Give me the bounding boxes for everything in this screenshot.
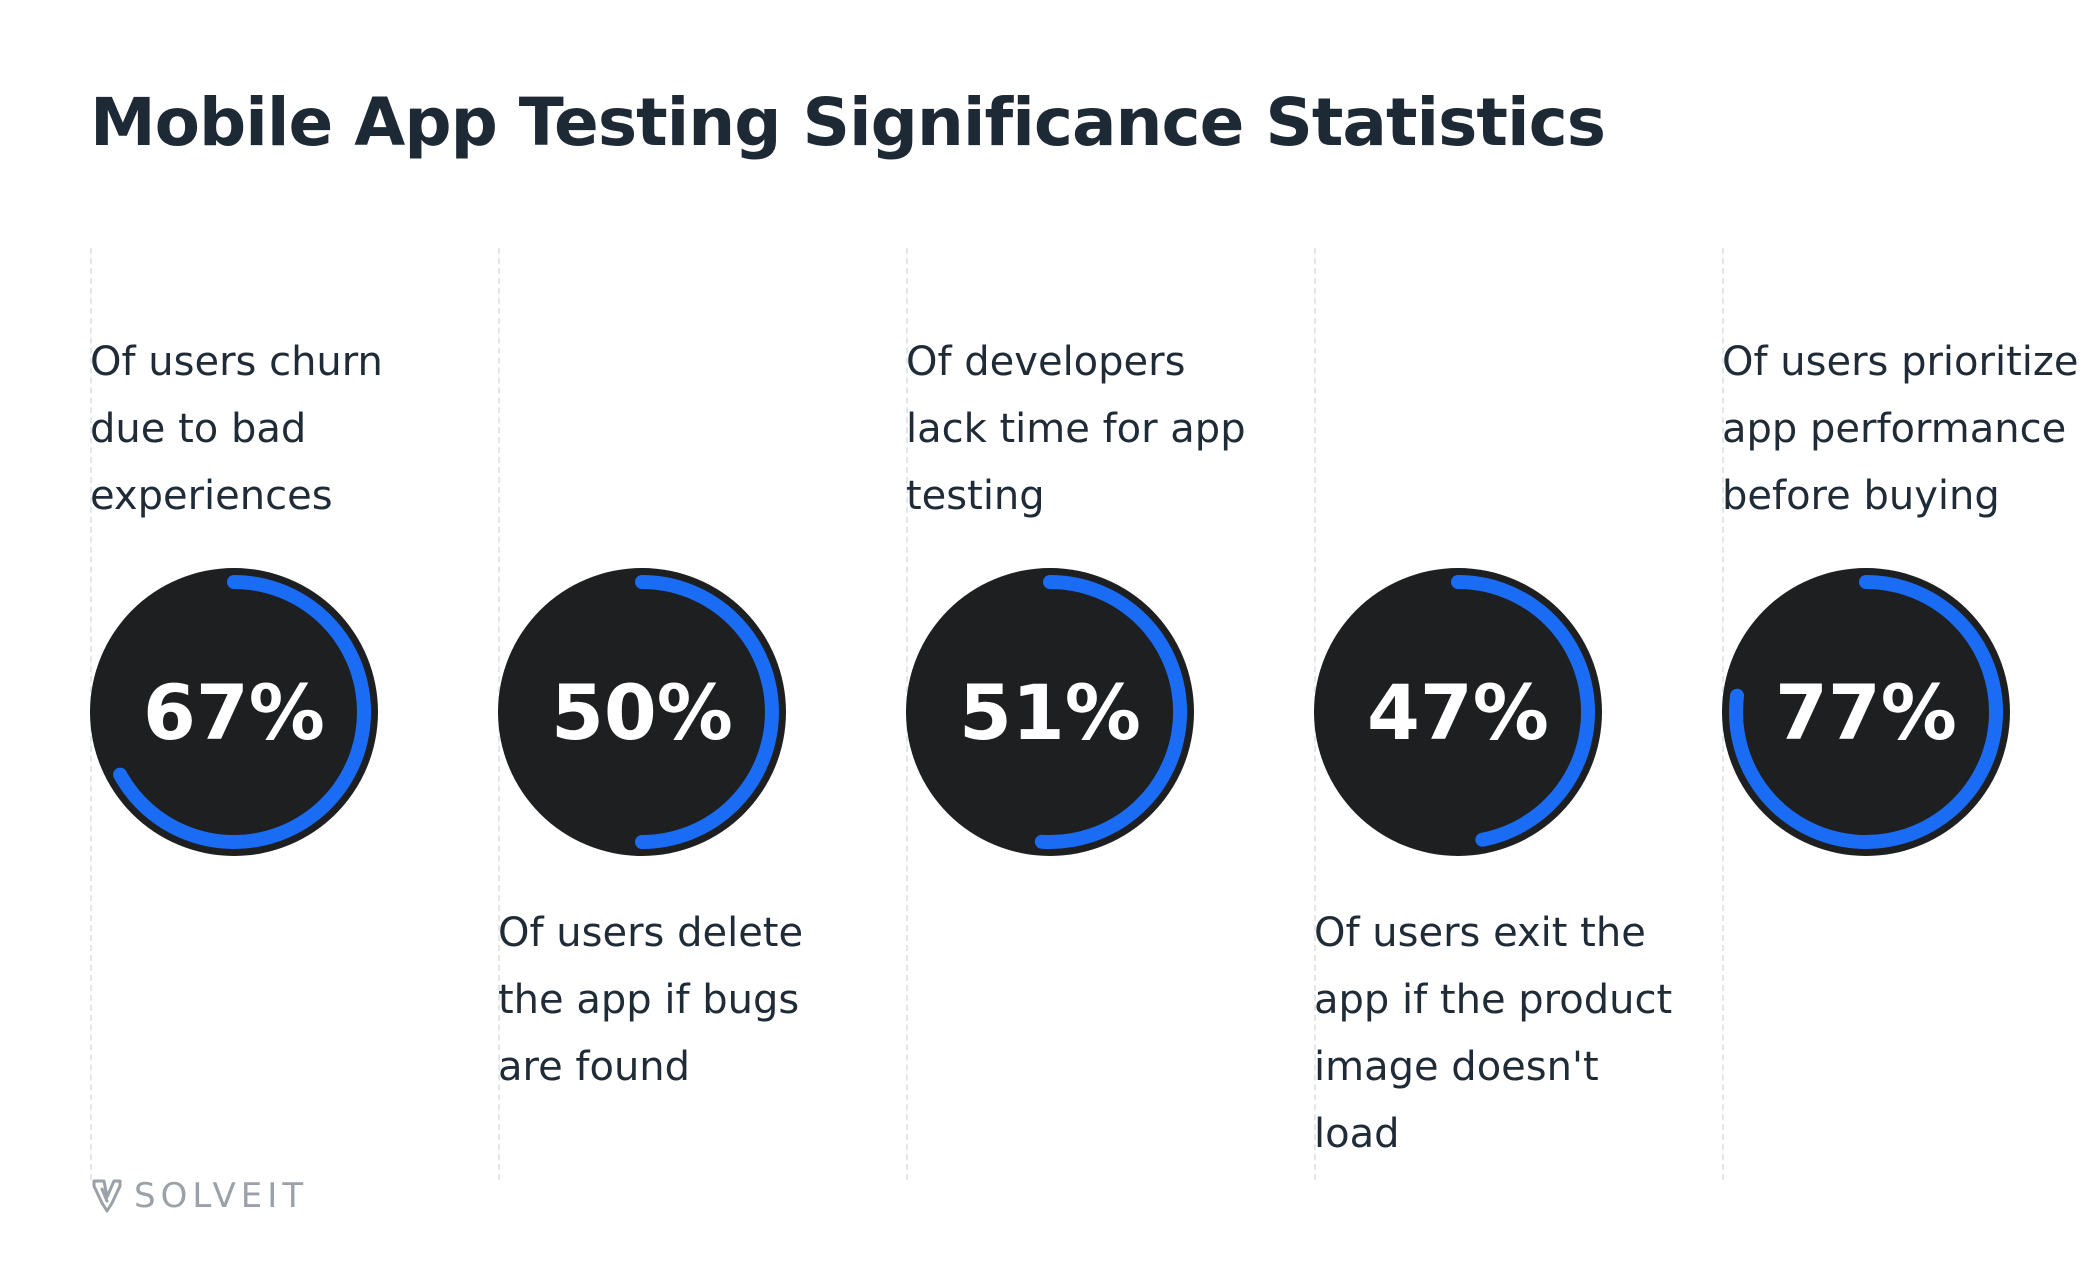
solveit-logo-icon (92, 1179, 122, 1213)
stat-description: Of users exit the app if the product ima… (1314, 910, 1673, 1157)
gauge-value-label: 51% (959, 668, 1141, 757)
stat-gauge: 50% (498, 568, 786, 856)
stat-description: Of users churn due to bad experiences (90, 339, 383, 519)
stat-description: Of users delete the app if bugs are foun… (498, 910, 804, 1090)
brand-name: SOLVEIT (134, 1176, 309, 1216)
gauge-chart: 77% (1722, 568, 2010, 856)
stat-description: Of users prioritize app performance befo… (1722, 339, 2079, 519)
stat-gauge: 51% (906, 568, 1194, 856)
gauge-value-label: 47% (1367, 668, 1549, 757)
gauge-background (498, 568, 786, 856)
page-title: Mobile App Testing Significance Statisti… (90, 84, 1606, 161)
gauge-background (906, 568, 1194, 856)
stat-gauge: 47% (1314, 568, 1602, 856)
gauge-value-label: 77% (1775, 668, 1957, 757)
gauge-chart: 50% (498, 568, 786, 856)
gauge-progress-arc (1451, 575, 1596, 847)
gauge-background (1314, 568, 1602, 856)
gauge-chart: 47% (1314, 568, 1602, 856)
stat-description: Of developers lack time for app testing (906, 339, 1246, 519)
brand-logo: SOLVEIT (90, 1176, 308, 1216)
gauge-chart: 67% (90, 568, 378, 856)
gauge-progress-arc (113, 575, 371, 849)
gauge-value-label: 50% (551, 668, 733, 757)
gauge-progress-arc (1729, 575, 2003, 849)
stat-gauge: 67% (90, 568, 378, 856)
gauge-chart: 51% (906, 568, 1194, 856)
gauge-background (90, 568, 378, 856)
gauge-value-label: 67% (143, 668, 325, 757)
gauge-background (1722, 568, 2010, 856)
stat-gauge: 77% (1722, 568, 2010, 856)
gauge-progress-arc (1034, 575, 1187, 849)
gauge-progress-arc (635, 575, 779, 849)
